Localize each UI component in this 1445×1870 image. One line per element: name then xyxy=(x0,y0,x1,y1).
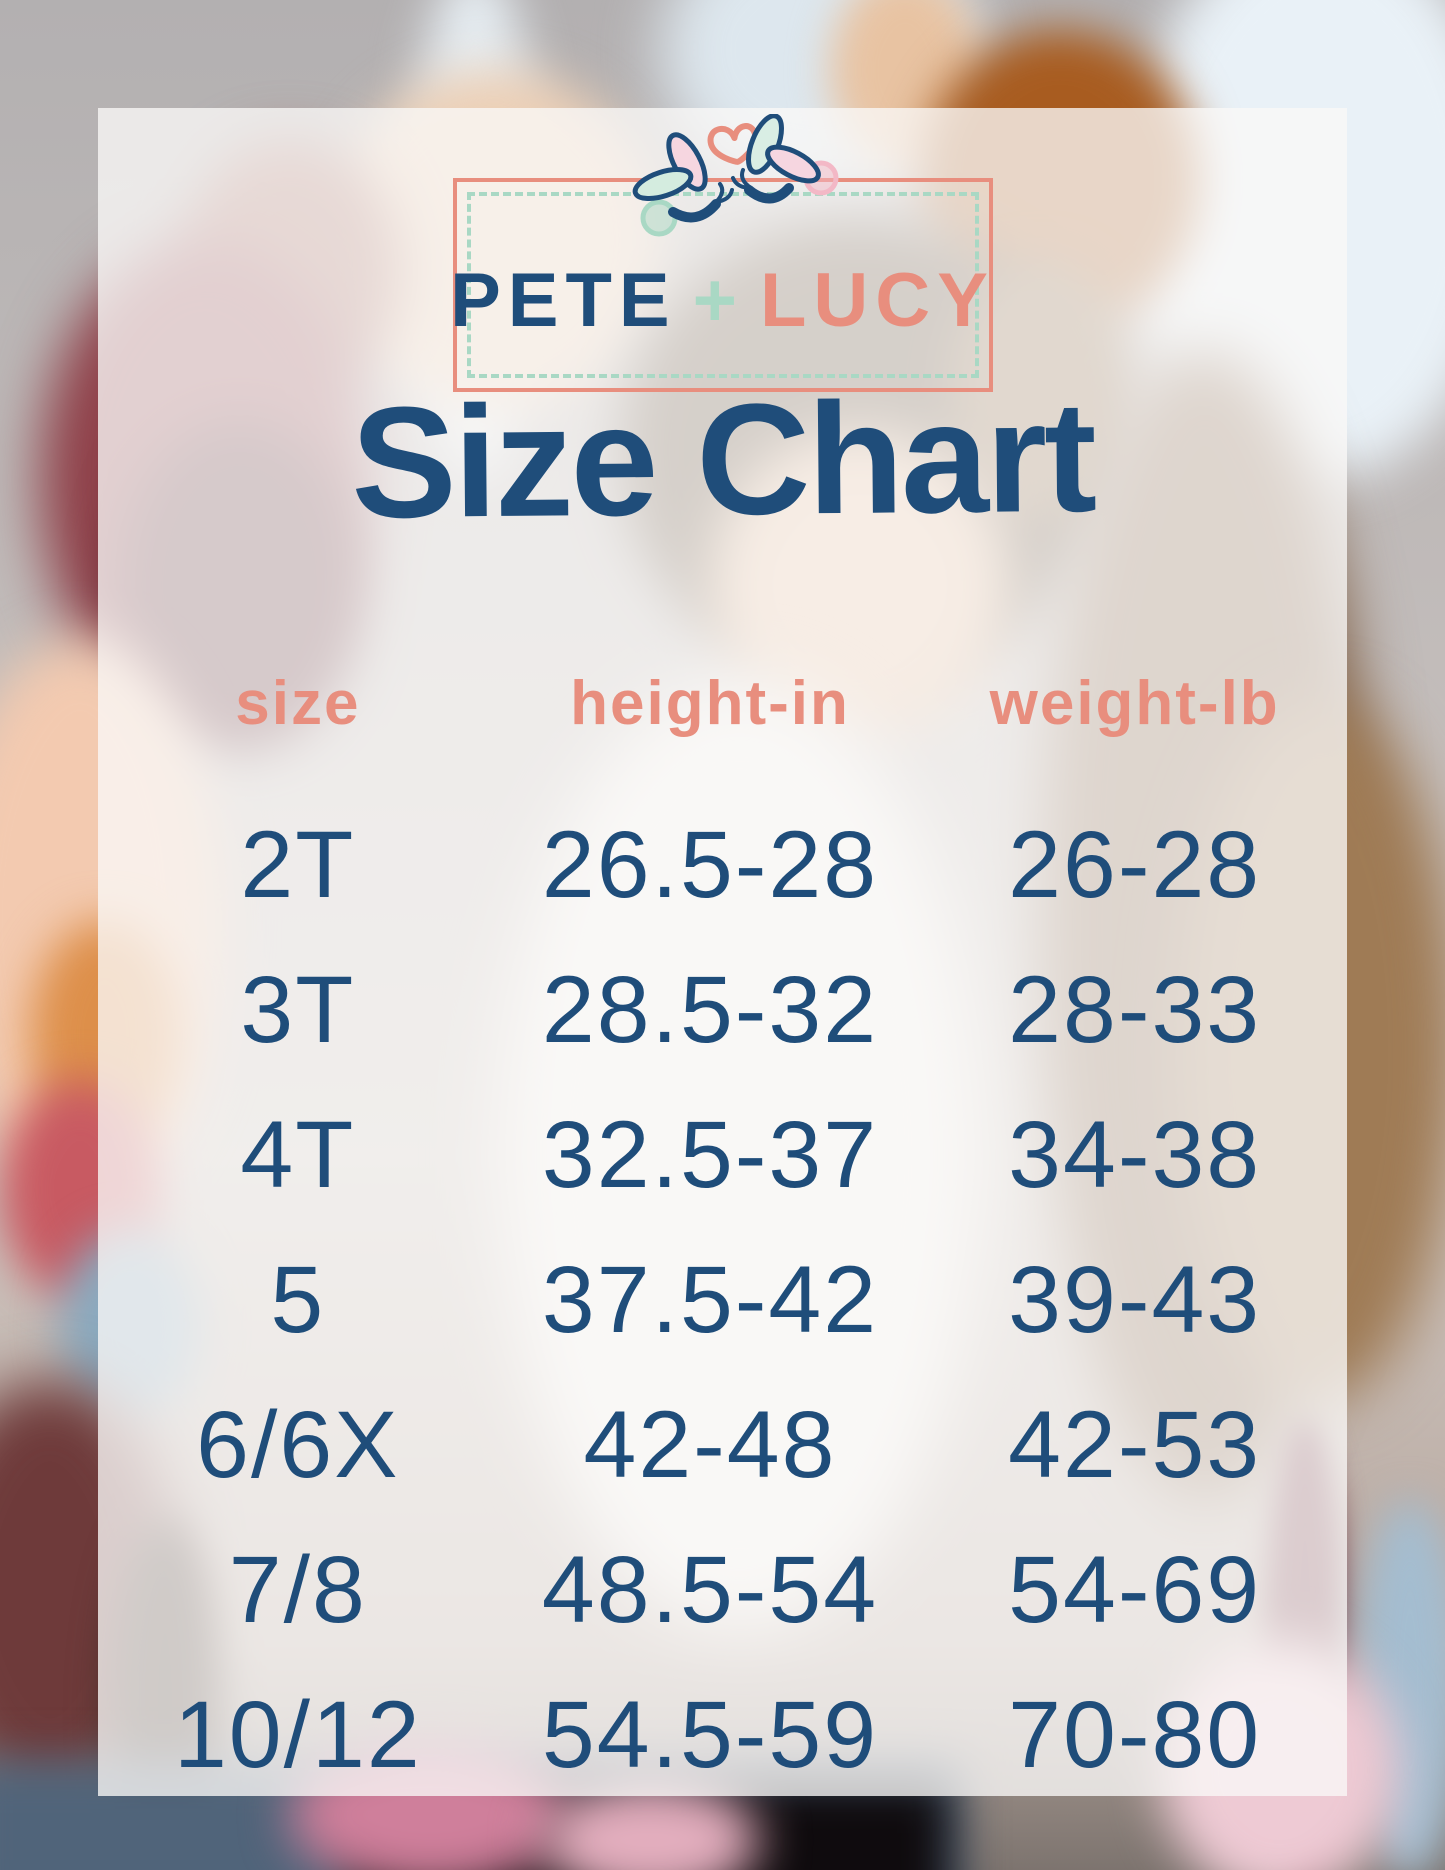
table-cell-height: 48.5-54 xyxy=(541,1537,879,1643)
column-header-size: size xyxy=(235,668,361,738)
column-header-weight-lb: weight-lb xyxy=(989,668,1280,738)
overlay-panel: PETE + LUCY Size Chart size height-in we… xyxy=(98,108,1347,1796)
table-cell-size: 7/8 xyxy=(228,1537,367,1643)
table-cell-weight: 42-53 xyxy=(1008,1392,1262,1498)
table-cell-weight: 26-28 xyxy=(1008,812,1262,918)
firefly-icon xyxy=(730,114,838,204)
brand-name-pete: PETE xyxy=(450,257,677,343)
table-cell-height: 54.5-59 xyxy=(541,1682,879,1788)
column-header-height-in: height-in xyxy=(570,668,850,738)
table-cell-weight: 39-43 xyxy=(1008,1247,1262,1353)
size-table: size height-in weight-lb 2T 26.5-28 26-2… xyxy=(98,648,1347,1808)
fireflies-heart-icon xyxy=(632,114,838,237)
table-cell-size: 4T xyxy=(240,1102,356,1208)
brand-wordmark: PETE + LUCY xyxy=(450,182,989,388)
table-cell-height: 37.5-42 xyxy=(541,1247,879,1353)
table-cell-height: 28.5-32 xyxy=(541,957,879,1063)
table-cell-size: 6/6X xyxy=(196,1392,400,1498)
table-cell-weight: 54-69 xyxy=(1008,1537,1262,1643)
table-cell-height: 32.5-37 xyxy=(541,1102,879,1208)
table-cell-height: 26.5-28 xyxy=(541,812,879,918)
table-cell-size: 10/12 xyxy=(173,1682,422,1788)
firefly-icon xyxy=(632,132,734,237)
brand-logo-box: PETE + LUCY xyxy=(450,114,993,392)
table-cell-size: 2T xyxy=(240,812,356,918)
table-cell-weight: 34-38 xyxy=(1008,1102,1262,1208)
brand-plus-sign: + xyxy=(692,257,744,343)
page-title: Size Chart xyxy=(350,368,1095,552)
table-cell-height: 42-48 xyxy=(583,1392,837,1498)
table-cell-size: 3T xyxy=(240,957,356,1063)
table-cell-weight: 28-33 xyxy=(1008,957,1262,1063)
table-cell-size: 5 xyxy=(270,1247,326,1353)
heart-icon xyxy=(707,123,758,165)
table-cell-weight: 70-80 xyxy=(1008,1682,1262,1788)
brand-name-lucy: LUCY xyxy=(760,257,995,343)
